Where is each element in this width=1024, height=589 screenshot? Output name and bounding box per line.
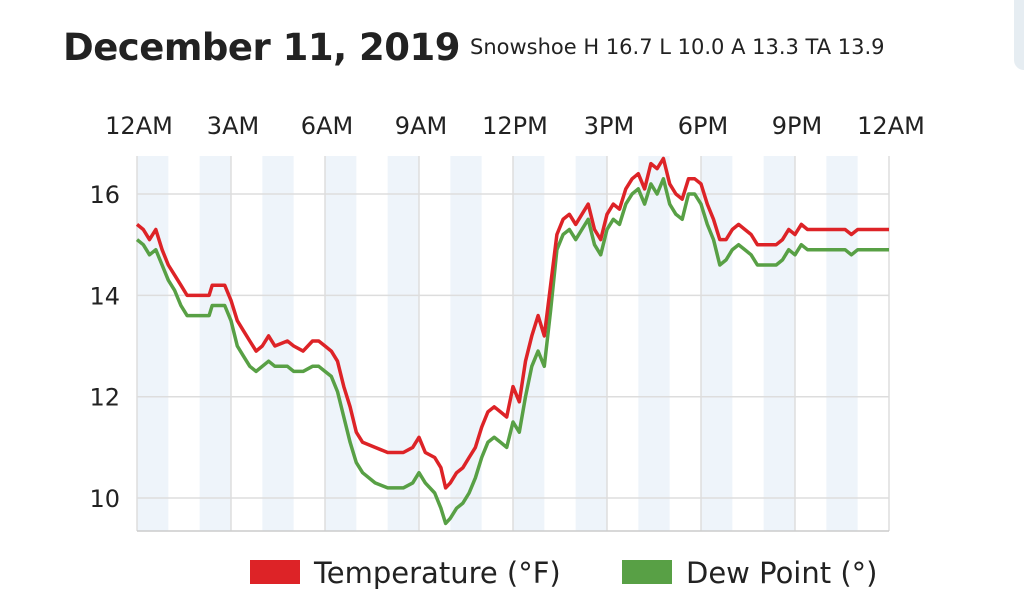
temperature-legend-swatch xyxy=(250,560,300,584)
hour-band xyxy=(325,156,357,531)
x-tick-label: 3AM xyxy=(207,112,259,140)
x-tick-label: 6AM xyxy=(301,112,353,140)
y-tick-label: 16 xyxy=(89,181,120,209)
page-title: December 11, 2019 xyxy=(63,26,461,69)
x-tick-label: 12AM xyxy=(857,112,925,140)
side-panel-tab[interactable] xyxy=(1014,0,1024,70)
location-summary: Snowshoe H 16.7 L 10.0 A 13.3 TA 13.9 xyxy=(470,35,885,59)
x-tick-label: 6PM xyxy=(678,112,728,140)
x-tick-label: 9AM xyxy=(395,112,447,140)
temperature-line xyxy=(135,156,889,490)
x-tick-label: 12AM xyxy=(105,112,173,140)
hour-band xyxy=(763,156,795,531)
hour-band xyxy=(387,156,419,531)
x-tick-label: 9PM xyxy=(772,112,822,140)
x-tick-label: 12PM xyxy=(482,112,548,140)
temperature-legend-label: Temperature (°F) xyxy=(313,556,561,589)
dew-point-legend-swatch xyxy=(622,560,672,584)
hour-band xyxy=(826,156,858,531)
x-tick-label: 3PM xyxy=(584,112,634,140)
hour-band xyxy=(199,156,231,531)
y-tick-label: 14 xyxy=(89,282,120,310)
hour-band xyxy=(701,156,733,531)
y-tick-label: 10 xyxy=(89,485,120,513)
dew-point-legend-label: Dew Point (°) xyxy=(686,556,877,589)
hour-band xyxy=(450,156,482,531)
hour-band xyxy=(638,156,670,531)
hour-band xyxy=(137,156,169,531)
dew-point-line xyxy=(135,177,889,526)
y-tick-label: 12 xyxy=(89,384,120,412)
